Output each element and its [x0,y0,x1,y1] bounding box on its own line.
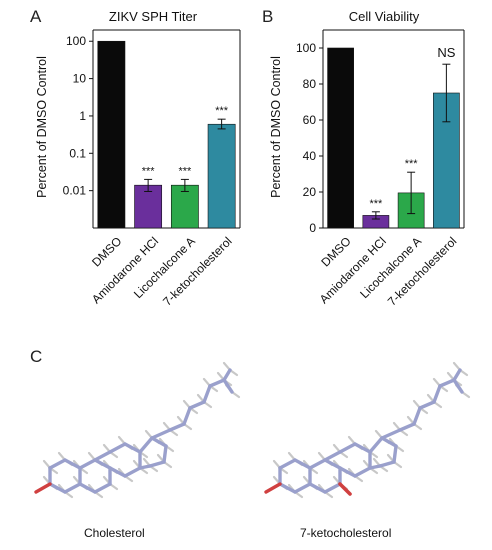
carbon-bond [338,442,357,454]
significance-label: *** [178,165,192,177]
carbon-bond [278,482,297,494]
carbon-bond [378,460,396,468]
carbon-bond [278,458,297,470]
chart-b-title: Cell Viability [349,9,420,24]
chart-a-ylabel: Percent of DMSO Control [35,56,49,198]
y-tick-label: 60 [303,113,317,127]
significance-label: *** [405,158,419,170]
ketocholesterol-structure [264,361,471,499]
carbon-bond [323,482,342,494]
carbon-bond [308,482,327,494]
carbon-bond [93,450,112,462]
panel-letter-a: A [30,7,42,26]
category-label: Licochalcone A [357,234,424,301]
carbon-bond [48,482,67,494]
y-tick-label: 0.1 [69,146,86,160]
carbon-bond [380,428,402,440]
significance-label: NS [437,45,455,60]
significance-label: *** [369,198,383,210]
hydroxyl-oxygen [264,482,282,494]
carbon-bond [93,482,112,494]
carbon-bond [123,466,142,478]
carbon-bond [188,400,206,410]
category-label: Amiodarone HCl [89,234,161,306]
carbon-bond [63,458,82,470]
carbon-bond [78,458,97,470]
carbon-bond [392,444,398,464]
bar [97,40,126,229]
carbon-bond [78,482,97,494]
chart-b-ylabel: Percent of DMSO Control [269,56,283,198]
bar [134,184,163,229]
carbon-bond [308,458,327,470]
carbon-bond [368,436,384,454]
carbon-bond [353,442,372,454]
bar [327,47,354,229]
category-label: DMSO [89,234,124,269]
carbon-bond [150,436,168,448]
cholesterol-structure [34,361,241,499]
molecule-structures: Cholesterol 7-ketocholesterol [34,361,471,540]
y-tick-label: 0.01 [63,184,87,198]
y-tick-label: 80 [303,77,317,91]
carbon-bond [202,384,212,404]
chart-a-title: ZIKV SPH Titer [109,9,198,24]
carbon-bond [63,482,82,494]
carbon-bond [368,464,382,470]
carbon-bond [93,458,112,470]
carbon-bond [108,442,127,454]
carbon-bond [222,378,234,394]
carbon-bond [338,466,357,478]
keto-oxygen [338,482,352,496]
carbon-bond [412,406,422,426]
y-tick-label: 100 [66,34,86,48]
carbon-bond [438,378,456,388]
carbon-bond [293,482,312,494]
carbon-bond [452,368,462,382]
ketocholesterol-label: 7-ketocholesterol [300,526,391,540]
significance-label: *** [142,165,156,177]
carbon-bond [138,464,152,470]
chart-zikv-titer: ZIKV SPH Titer Percent of DMSO Control 1… [35,9,241,309]
panel-letter-b: B [262,7,273,26]
carbon-bond [168,422,186,432]
cholesterol-label: Cholesterol [84,526,145,540]
chart-cell-viability: Cell Viability Percent of DMSO Control 1… [269,9,465,309]
carbon-bond [380,436,398,448]
carbon-bond [323,450,342,462]
carbon-bond [353,466,372,478]
carbon-bond [48,458,67,470]
y-tick-label: 100 [296,41,316,55]
bar [207,123,236,229]
category-label: 7-ketocholesterol [160,234,235,309]
carbon-bond [452,378,464,394]
panel-letter-c: C [30,347,42,366]
carbon-bond [323,458,342,470]
carbon-bond [123,442,142,454]
y-tick-label: 1 [79,109,86,123]
y-tick-label: 20 [303,185,317,199]
y-tick-label: 40 [303,149,317,163]
carbon-bond [150,428,172,440]
carbon-bond [138,436,154,454]
carbon-bond [148,460,166,468]
carbon-bond [182,406,192,426]
y-tick-label: 10 [73,72,87,86]
carbon-bond [398,422,416,432]
carbon-bond [222,368,232,382]
carbon-bond [162,444,168,464]
y-tick-label: 0 [309,221,316,235]
carbon-bond [418,400,436,410]
significance-label: *** [215,105,229,117]
carbon-bond [293,458,312,470]
carbon-bond [432,384,442,404]
carbon-bond [208,378,226,388]
carbon-bond [108,466,127,478]
hydroxyl-oxygen [34,482,52,494]
